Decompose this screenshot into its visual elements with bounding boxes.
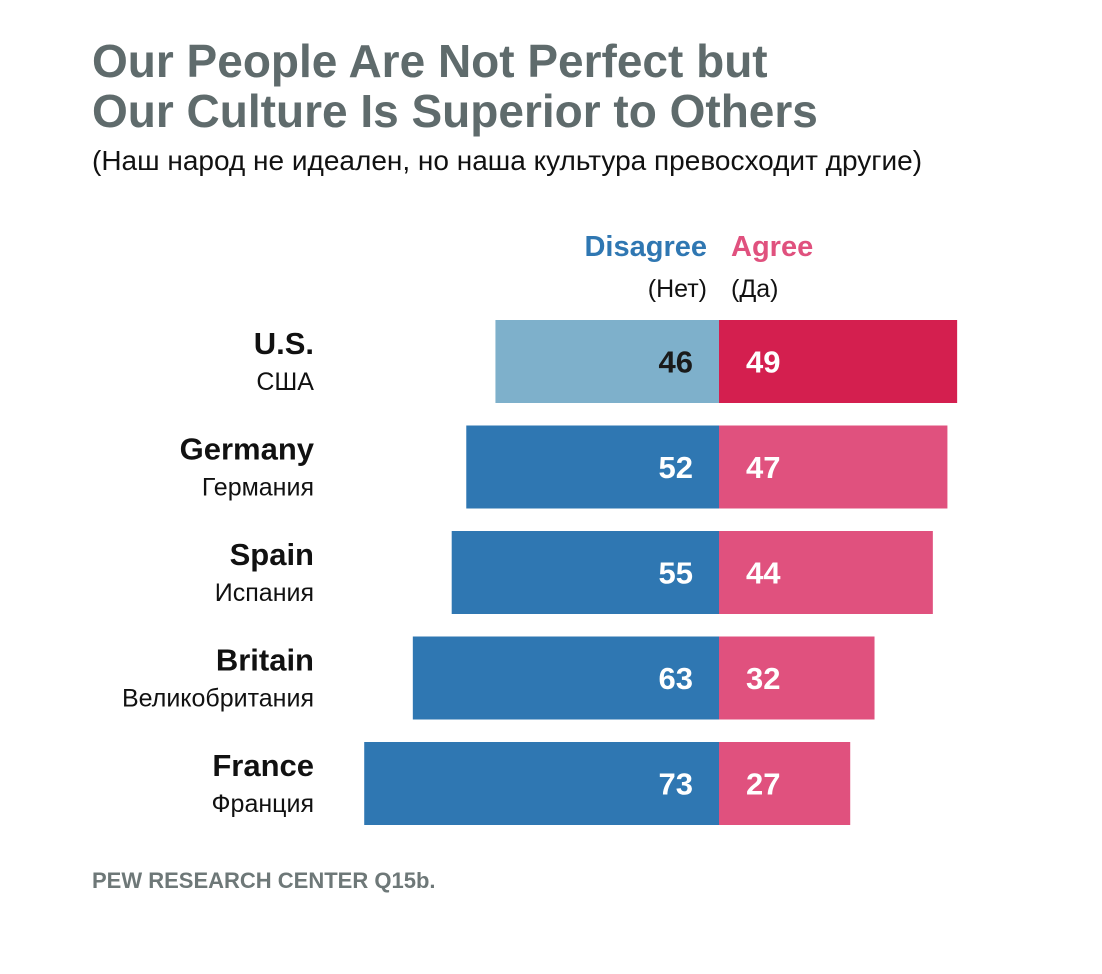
category-label-ru: Германия	[202, 474, 314, 502]
value-label-agree: 44	[746, 556, 781, 591]
source-note: PEW RESEARCH CENTER Q15b.	[92, 868, 436, 893]
category-label-ru: США	[256, 368, 314, 396]
category-label-ru: Франция	[212, 790, 314, 818]
bar-disagree	[466, 425, 719, 509]
category-label: U.S.	[254, 326, 314, 361]
value-label-disagree: 52	[659, 450, 693, 485]
chart-subtitle: (Наш народ не идеален, но наша культура …	[92, 145, 923, 176]
chart-title-line-1: Our People Are Not Perfect but	[92, 35, 768, 87]
bar-agree	[719, 320, 958, 403]
bar-agree	[719, 531, 933, 614]
bar-disagree	[451, 531, 719, 614]
category-label: Britain	[216, 643, 314, 678]
value-label-disagree: 55	[659, 556, 693, 591]
category-label: Germany	[180, 432, 315, 467]
bar-disagree	[495, 320, 719, 403]
value-label-agree: 27	[746, 767, 780, 802]
chart-title: Our People Are Not Perfect but Our Cultu…	[92, 36, 818, 136]
value-label-agree: 49	[746, 345, 780, 380]
bar-agree	[719, 636, 875, 720]
legend-disagree-label: Disagree	[584, 231, 707, 263]
value-label-disagree: 46	[659, 345, 693, 380]
bar-agree	[719, 425, 948, 509]
category-label: Spain	[230, 537, 314, 572]
legend-agree-sublabel: (Да)	[731, 275, 779, 303]
bar-agree	[719, 742, 851, 825]
value-label-agree: 32	[746, 661, 780, 696]
value-label-agree: 47	[746, 450, 780, 485]
legend-agree-label: Agree	[731, 231, 813, 263]
category-label-ru: Испания	[215, 579, 314, 607]
value-label-disagree: 63	[659, 661, 693, 696]
bar-disagree	[364, 742, 719, 825]
category-label: France	[212, 748, 314, 783]
legend-disagree-sublabel: (Нет)	[648, 275, 707, 303]
chart-title-line-2: Our Culture Is Superior to Others	[92, 85, 818, 137]
category-label-ru: Великобритания	[122, 685, 314, 713]
value-label-disagree: 73	[659, 767, 693, 802]
bar-disagree	[412, 636, 719, 720]
